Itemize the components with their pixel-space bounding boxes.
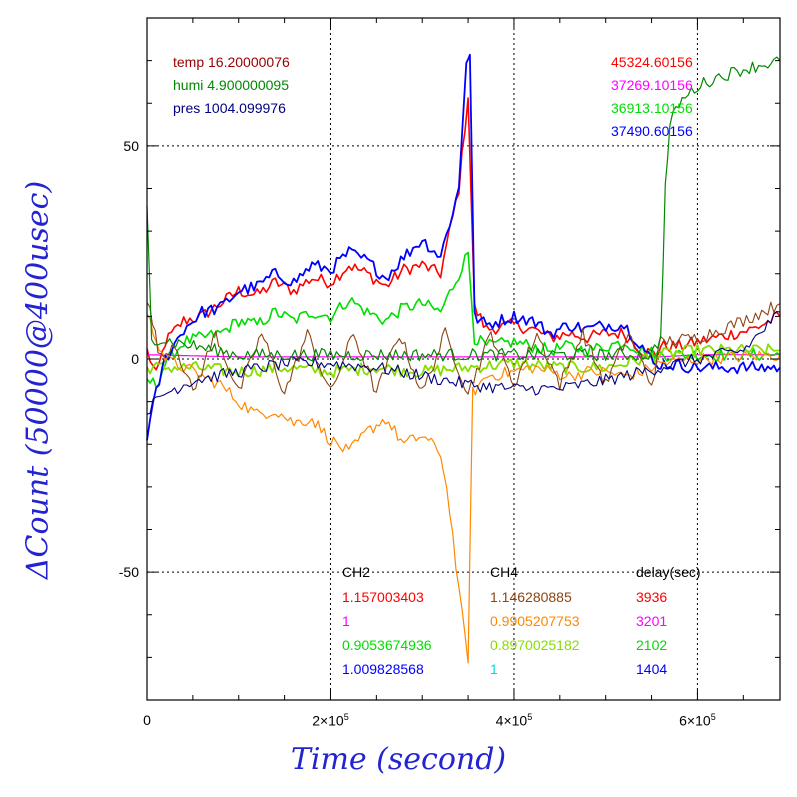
table-delay-value: 3201	[636, 613, 668, 629]
x-tick-mantissa: 2×10	[312, 712, 344, 729]
x-tick-exponent: 5	[343, 712, 349, 722]
x-tick-exponent: 5	[527, 712, 533, 722]
table-ch4-value: 0.9905207753	[490, 613, 580, 629]
x-axis-label: Time (second)	[290, 742, 507, 777]
series-group	[146, 53, 781, 664]
table-ch4-value: 1	[490, 661, 498, 677]
table-ch2-value: 1.009828568	[342, 661, 424, 677]
table-ch2-value: 1.157003403	[342, 589, 424, 605]
env-label: temp 16.20000076	[173, 54, 290, 70]
top-right-value: 36913.10156	[611, 100, 693, 116]
y-tick-label: 50	[123, 137, 139, 154]
x-tick-mantissa: 6×10	[679, 712, 711, 729]
y-tick-label: -50	[118, 564, 139, 581]
table-delay-value: 3936	[636, 589, 668, 605]
top-right-value: 37269.10156	[611, 77, 693, 93]
x-tick-label: 0	[143, 712, 151, 728]
table-ch2-value: 0.9053674936	[342, 637, 432, 653]
x-tick-exponent: 5	[710, 712, 716, 722]
table-ch2-value: 1	[342, 613, 350, 629]
x-tick-label: 6×105	[679, 712, 716, 729]
table-delay-value: 1404	[636, 661, 668, 677]
x-tick-mantissa: 4×10	[495, 712, 528, 729]
table-header: CH2	[342, 564, 371, 580]
y-axis-label: ΔCount (50000@400usec)	[20, 180, 56, 580]
table-ch4-value: 0.8970025182	[490, 637, 580, 653]
table-header: delay(sec)	[636, 564, 701, 580]
series-line	[146, 56, 781, 362]
env-label: humi 4.900000095	[173, 77, 289, 93]
series-line	[146, 97, 781, 371]
series-line	[146, 310, 781, 415]
x-tick-label: 4×105	[496, 712, 533, 729]
top-right-value: 45324.60156	[611, 54, 693, 70]
table-header: CH4	[490, 564, 519, 580]
y-tick-label: 0	[131, 351, 139, 367]
top-right-value: 37490.60156	[611, 123, 693, 139]
table-delay-value: 2102	[636, 637, 668, 653]
env-label: pres 1004.099976	[173, 100, 286, 116]
table-ch4-value: 1.146280885	[490, 589, 572, 605]
series-line	[146, 53, 781, 441]
ticks	[146, 17, 780, 701]
series-line	[146, 343, 780, 379]
x-tick-label: 2×105	[312, 712, 349, 729]
